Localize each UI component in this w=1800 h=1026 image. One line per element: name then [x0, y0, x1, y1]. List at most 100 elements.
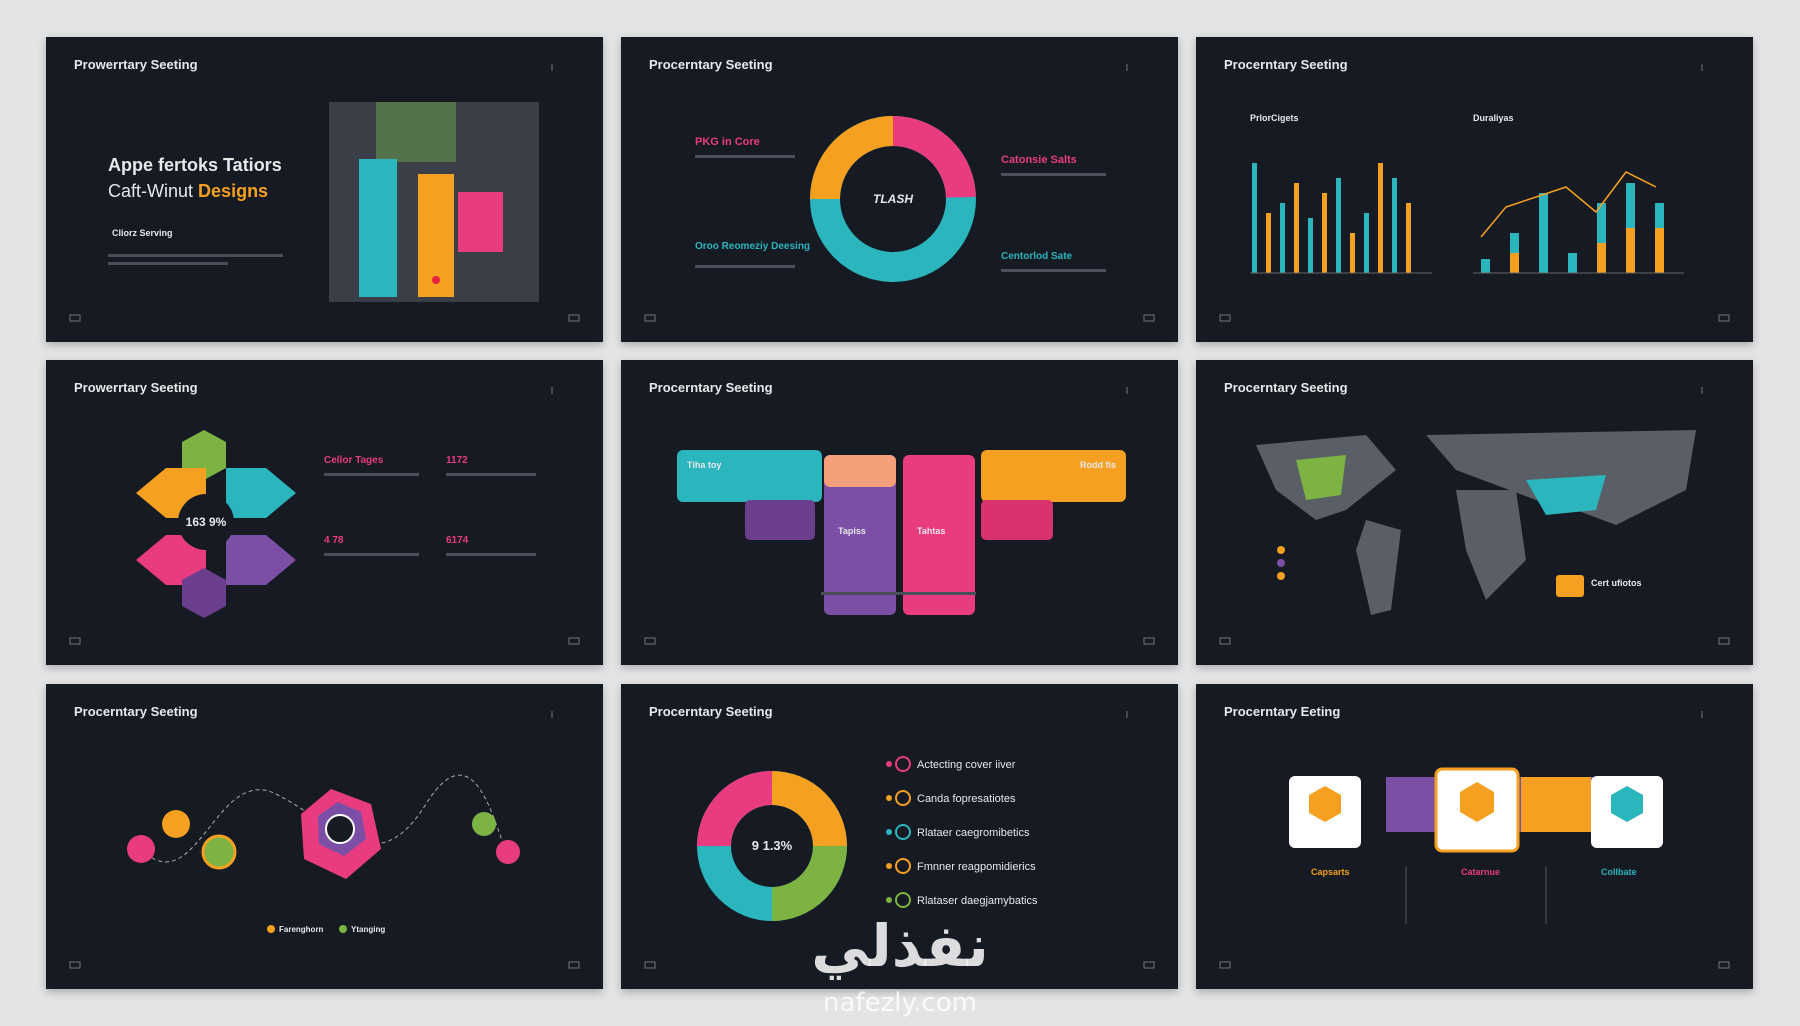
- bar: [1597, 243, 1606, 273]
- footer-icon: [1143, 314, 1155, 322]
- slide-canvas: Procerntary Seeting Cert ufiotos: [1219, 380, 1730, 645]
- slide-title: Procerntary Seeting: [649, 380, 773, 395]
- card-label: Tiha toy: [687, 460, 721, 470]
- slide-canvas: Prowerrtary Seeting Appe fertoks Tatiors…: [69, 57, 580, 322]
- slide: Procerntary Seeting TLASH PKG in Core Ca…: [621, 37, 1178, 342]
- bar: [1568, 253, 1577, 273]
- bar: [1406, 203, 1411, 273]
- heading-line: Caft-Winut Designs: [108, 181, 268, 201]
- slide-canvas: Procerntary Seeting PrlorCigets Duraliya…: [1219, 57, 1730, 322]
- item-label: Rlataser daegjamybatics: [917, 895, 1038, 907]
- text-line: [108, 254, 283, 257]
- slide-canvas: Procerntary Seeting TLASH PKG in Core Ca…: [644, 57, 1155, 322]
- footer-icon: [1219, 314, 1231, 322]
- bar: [1626, 228, 1635, 273]
- bullet: [886, 897, 892, 903]
- item-icon: [895, 790, 911, 806]
- chart-label: Duraliyas: [1473, 113, 1514, 123]
- card: [903, 455, 975, 615]
- bar-group: [1252, 163, 1664, 273]
- card-icon: [1309, 786, 1341, 822]
- hex: [226, 468, 296, 518]
- bar: [1392, 178, 1397, 273]
- node: [496, 840, 520, 864]
- label: Catonsie Salts: [1001, 154, 1077, 166]
- footer-icon: [644, 314, 656, 322]
- card-icon: [1460, 782, 1494, 822]
- footer-icon: [69, 637, 81, 645]
- bar: [1322, 193, 1327, 273]
- text-line: [821, 592, 976, 595]
- slide: Procerntary Seeting Cert ufiotos: [1196, 360, 1753, 665]
- item-icon: [895, 824, 911, 840]
- bar: [1510, 253, 1519, 273]
- item-icon: [895, 858, 911, 874]
- bar: [1655, 203, 1664, 228]
- text-line: [1001, 173, 1106, 176]
- slide: Procerntary Seeting PrlorCigets Duraliya…: [1196, 37, 1753, 342]
- slide-title: Procerntary Eeting: [1224, 704, 1340, 719]
- bar: [1364, 213, 1369, 273]
- card-label: Tahtas: [917, 526, 945, 536]
- legend-dot: [1277, 572, 1285, 580]
- legend-dot: [267, 925, 275, 933]
- footer-icon: [1219, 637, 1231, 645]
- bar: [1308, 218, 1313, 273]
- slide-canvas: Procerntary Seeting 9 1.3% Actecting cov…: [644, 704, 1155, 969]
- slide-title: Procerntary Seeting: [1224, 380, 1348, 395]
- bar: [359, 159, 397, 297]
- slide-title: Procerntary Seeting: [649, 704, 773, 719]
- region: [1296, 455, 1346, 500]
- column-label: Catarnue: [1461, 867, 1500, 877]
- bar: [1655, 228, 1664, 273]
- bar: [458, 192, 503, 252]
- text-line: [446, 473, 536, 476]
- bar: [1280, 203, 1285, 273]
- bar: [1597, 203, 1606, 243]
- legend-dot: [1277, 546, 1285, 554]
- item-icon: [895, 756, 911, 772]
- bar: [1350, 233, 1355, 273]
- hub-value: 163 9%: [186, 515, 227, 529]
- item-icon: [895, 892, 911, 908]
- bullet: [886, 863, 892, 869]
- heading-part: Caft-Winut: [108, 181, 193, 201]
- text-line: [108, 262, 228, 265]
- footer-icon: [1718, 961, 1730, 969]
- legend-label: Farenghorn: [279, 925, 324, 934]
- donut-ring: [697, 771, 847, 921]
- band: [1521, 777, 1591, 832]
- slide-canvas: Prowerrtary Seeting 163 9% Cellor Tages …: [69, 380, 580, 645]
- chart-label: PrlorCigets: [1250, 113, 1299, 123]
- continent: [1426, 430, 1696, 525]
- card-label: Rodd fis: [1080, 460, 1116, 470]
- card-top: [824, 455, 896, 487]
- slide-title: Procerntary Seeting: [649, 57, 773, 72]
- hex: [182, 568, 226, 618]
- hex: [226, 535, 296, 585]
- callout-icon: [1556, 575, 1584, 597]
- heading-accent: Designs: [198, 181, 268, 201]
- footer-icon: [1718, 637, 1730, 645]
- card: [745, 500, 815, 540]
- callout: Cert ufiotos: [1591, 578, 1642, 588]
- footer-icon: [568, 961, 580, 969]
- footer-icon: [568, 637, 580, 645]
- slide-title: Prowerrtary Seeting: [74, 57, 198, 72]
- hub-core: [325, 814, 355, 844]
- trend-line: [1480, 171, 1657, 238]
- donut-center: TLASH: [873, 192, 913, 206]
- slide: Procerntary Seeting Farenghorn Ytanging: [46, 684, 603, 989]
- item-label: Canda fopresatiotes: [917, 793, 1016, 805]
- card: [824, 455, 896, 615]
- label: 4 78: [324, 535, 344, 546]
- node: [127, 835, 155, 863]
- bullet: [886, 829, 892, 835]
- slide-canvas: Procerntary Seeting Tiha toy Tapiss Taht…: [644, 380, 1155, 645]
- item-label: Rlataer caegromibetics: [917, 827, 1030, 839]
- footer-icon: [69, 314, 81, 322]
- legend-dot: [339, 925, 347, 933]
- dot: [432, 276, 440, 284]
- footer-icon: [1143, 637, 1155, 645]
- label: Oroo Reomeziy Deesing: [695, 241, 810, 252]
